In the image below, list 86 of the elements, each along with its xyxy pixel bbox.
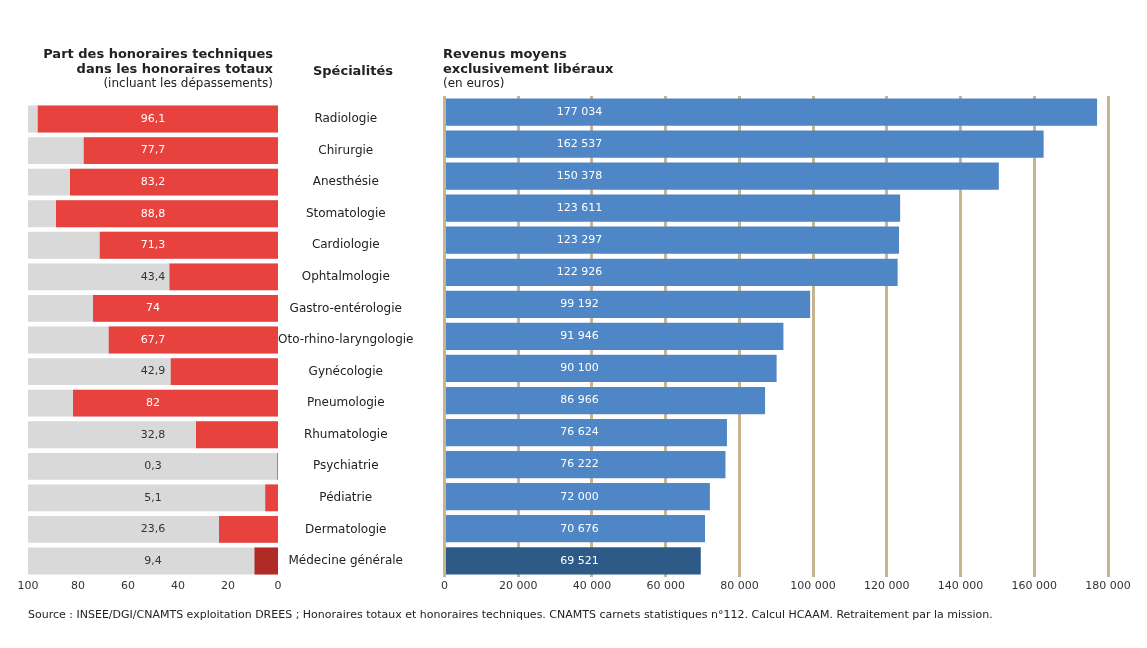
y-tick-label: Stomatologie bbox=[305, 205, 386, 220]
y-tick-label: Pneumologie bbox=[306, 395, 385, 410]
bar bbox=[446, 386, 766, 415]
y-axis-title: Spécialités bbox=[311, 63, 395, 80]
data-label: 71,3 bbox=[140, 238, 166, 252]
x-tick-label: 60 bbox=[121, 579, 135, 593]
y-tick-label: Gastro-entérologie bbox=[289, 300, 402, 315]
x-tick-label: 60 000 bbox=[646, 579, 685, 593]
x-tick-label: 160 000 bbox=[1011, 579, 1058, 593]
x-tick-label: 20 bbox=[221, 579, 235, 593]
data-label: 43,4 bbox=[140, 269, 166, 283]
data-label: 74 bbox=[146, 301, 160, 315]
bar bbox=[446, 98, 1098, 126]
data-label: 99 192 bbox=[560, 297, 599, 311]
data-label: 32,8 bbox=[140, 427, 166, 441]
data-label: 86 966 bbox=[560, 393, 599, 407]
bar bbox=[265, 484, 278, 512]
data-label: 123 611 bbox=[556, 201, 603, 215]
y-tick-label: Chirurgie bbox=[318, 142, 374, 157]
bar bbox=[196, 421, 278, 449]
data-label: 96,1 bbox=[140, 111, 166, 125]
data-label: 5,1 bbox=[144, 490, 162, 504]
data-label: 77,7 bbox=[140, 143, 166, 157]
bar bbox=[446, 290, 811, 318]
data-label: 150 378 bbox=[556, 168, 603, 182]
x-tick-label: 120 000 bbox=[864, 579, 910, 593]
data-label: 76 624 bbox=[560, 425, 599, 439]
x-tick-label: 40 bbox=[171, 579, 185, 593]
bar bbox=[446, 418, 727, 447]
data-label: 82 bbox=[146, 396, 160, 410]
chart-title: Revenus moyens exclusivement libéraux bbox=[443, 46, 615, 76]
data-label: 90 100 bbox=[560, 361, 599, 375]
data-label: 123 297 bbox=[556, 233, 603, 247]
y-tick-label: Psychiatrie bbox=[312, 458, 379, 473]
y-tick-label: Ophtalmologie bbox=[301, 268, 390, 283]
x-tick-label: 0 bbox=[274, 579, 282, 593]
x-tick-label: 100 bbox=[17, 579, 39, 593]
bar bbox=[254, 547, 278, 575]
x-tick-label: 20 000 bbox=[498, 579, 538, 593]
bar bbox=[219, 516, 278, 543]
bar bbox=[446, 130, 1044, 158]
chart-title: Part des honoraires techniques dans les honoraires totaux bbox=[42, 46, 273, 76]
bar bbox=[446, 226, 899, 254]
data-label: 88,8 bbox=[140, 206, 166, 220]
x-tick-label: 0 bbox=[441, 579, 448, 593]
data-label: 9,4 bbox=[144, 553, 162, 567]
x-tick-label: 40 000 bbox=[572, 579, 612, 593]
y-tick-label: Radiologie bbox=[314, 111, 378, 126]
x-tick-label: 180 000 bbox=[1085, 579, 1131, 593]
data-label: 0,3 bbox=[144, 459, 162, 473]
bar bbox=[446, 450, 726, 479]
source-note: Source : INSEE/DGI/CNAMTS exploitation DREES ; Honoraires totaux et honoraires techniques. CNAMTS carnets statistiques n°112. Calcul HCAAM. Retraitement par la mission. bbox=[27, 608, 994, 621]
y-tick-label: Médecine générale bbox=[288, 553, 403, 568]
data-label: 83,2 bbox=[140, 174, 166, 188]
bar bbox=[446, 354, 777, 383]
data-label: 67,7 bbox=[140, 332, 166, 346]
y-tick-label: Dermatologie bbox=[305, 521, 387, 536]
data-label: 23,6 bbox=[140, 522, 166, 536]
bar bbox=[446, 322, 784, 351]
data-label: 76 222 bbox=[560, 457, 599, 471]
x-tick-label: 80 000 bbox=[720, 579, 759, 593]
data-label: 70 676 bbox=[560, 521, 599, 535]
y-tick-label: Anesthésie bbox=[312, 174, 379, 189]
y-tick-label: Gynécologie bbox=[308, 363, 383, 378]
y-tick-label: Pédiatrie bbox=[319, 489, 373, 504]
bar bbox=[446, 258, 898, 286]
x-tick-label: 80 bbox=[71, 579, 85, 593]
x-tick-label: 100 000 bbox=[790, 579, 836, 593]
y-tick-label: Rhumatologie bbox=[303, 426, 388, 441]
data-label: 177 034 bbox=[556, 104, 603, 118]
bar bbox=[446, 194, 901, 222]
chart-subtitle: (incluant les dépassements) bbox=[102, 76, 273, 90]
data-label: 91 946 bbox=[560, 329, 599, 343]
chart-subtitle: (en euros) bbox=[443, 76, 506, 90]
bar bbox=[446, 547, 701, 575]
x-tick-label: 140 000 bbox=[937, 579, 984, 593]
data-label: 72 000 bbox=[560, 489, 599, 503]
data-label: 69 521 bbox=[560, 553, 599, 567]
y-tick-label: Cardiologie bbox=[311, 237, 380, 252]
bar bbox=[446, 515, 706, 543]
bar bbox=[446, 162, 999, 190]
data-label: 162 537 bbox=[556, 136, 603, 150]
data-label: 42,9 bbox=[140, 364, 166, 378]
y-tick-label: Oto-rhino-laryngologie bbox=[277, 332, 414, 347]
data-label: 122 926 bbox=[556, 265, 603, 279]
bar bbox=[446, 483, 710, 511]
